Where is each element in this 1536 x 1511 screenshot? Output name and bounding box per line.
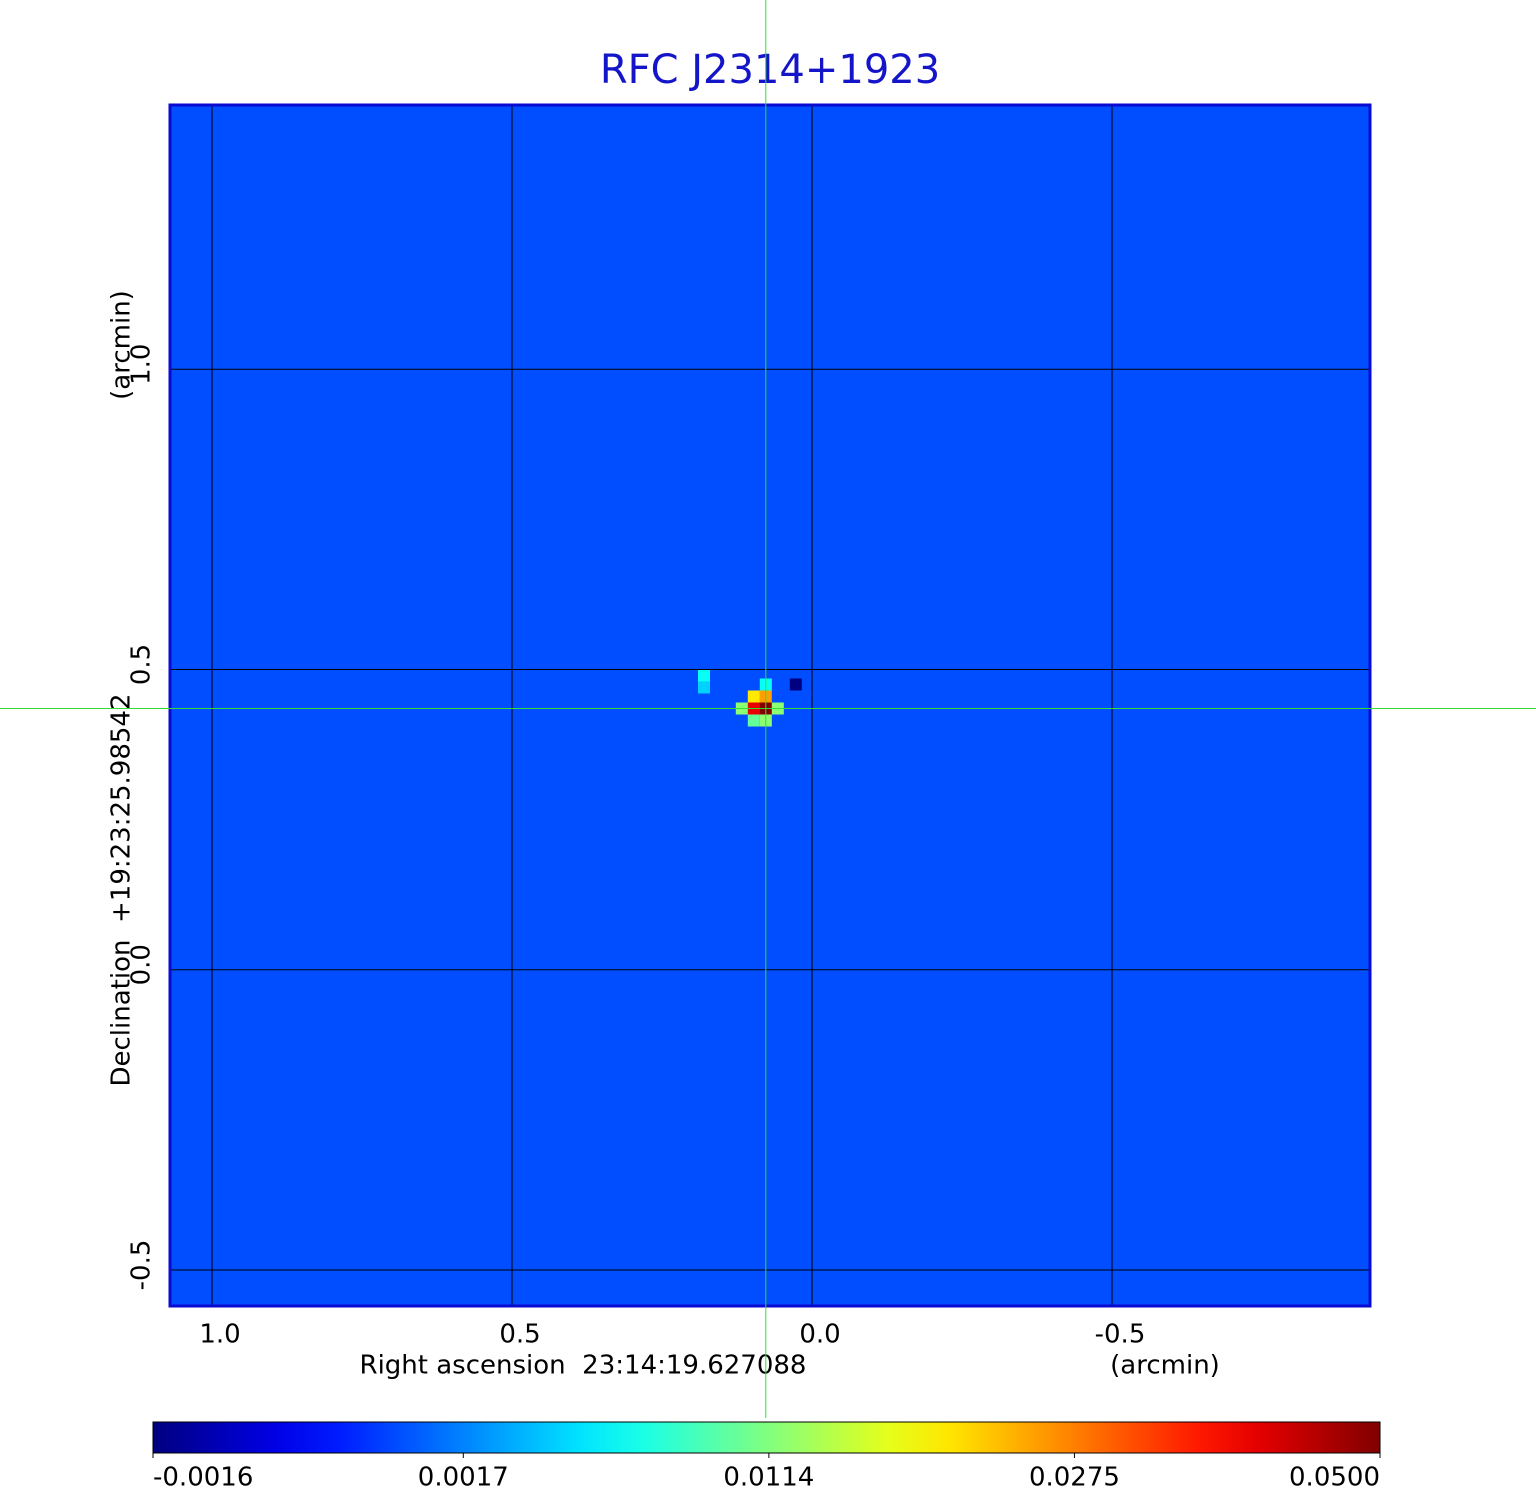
colorbar-tick-label: 0.0500 xyxy=(1289,1463,1380,1493)
x-tick-label: 0.0 xyxy=(799,1320,840,1350)
image-pixel xyxy=(747,714,760,727)
colorbar-tick-label: -0.0016 xyxy=(153,1463,253,1493)
x-axis-label: Right ascension 23:14:19.627088 xyxy=(360,1351,807,1381)
x-axis-unit: (arcmin) xyxy=(1110,1351,1220,1381)
colorbar xyxy=(152,1421,1381,1454)
plot-frame xyxy=(168,103,1372,1308)
x-tick-label: 0.5 xyxy=(499,1320,540,1350)
chart-title: RFC J2314+1923 xyxy=(600,47,940,93)
y-tick-label: -0.5 xyxy=(127,1240,157,1291)
colorbar-tick-label: 0.0114 xyxy=(723,1463,814,1493)
colorbar-tick-label: 0.0275 xyxy=(1029,1463,1120,1493)
colorbar-tick-label: 0.0017 xyxy=(418,1463,509,1493)
image-pixel xyxy=(747,690,760,703)
y-axis-unit: (arcmin) xyxy=(107,290,137,400)
y-tick-label: 0.5 xyxy=(127,644,157,685)
y-axis-label: Declination +19:23:25.98542 xyxy=(107,693,137,1086)
image-pixel xyxy=(698,669,710,682)
image-pixel xyxy=(789,678,802,691)
y-tick-label: 1.0 xyxy=(127,344,157,385)
x-tick-label: 1.0 xyxy=(199,1320,240,1350)
x-tick-label: -0.5 xyxy=(1095,1320,1146,1350)
image-pixel xyxy=(698,681,710,694)
y-tick-label: 0.0 xyxy=(127,944,157,985)
